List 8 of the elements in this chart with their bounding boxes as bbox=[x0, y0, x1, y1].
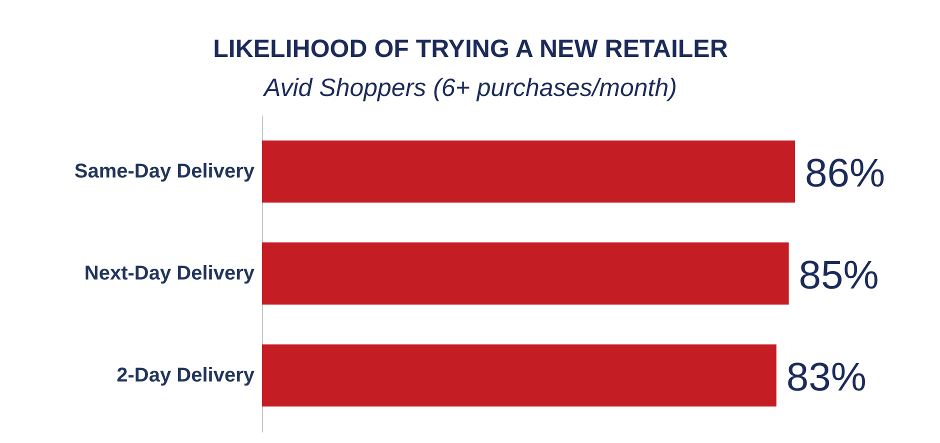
y-tick-label: Next-Day Delivery bbox=[84, 262, 256, 284]
chart-subtitle: Avid Shoppers (6+ purchases/month) bbox=[262, 74, 677, 102]
data-label: 83% bbox=[786, 355, 866, 400]
y-tick-label: Same-Day Delivery bbox=[74, 160, 256, 183]
data-label: 86% bbox=[805, 152, 886, 196]
chart-title: LIKELIHOOD OF TRYING A NEW RETAILER bbox=[213, 35, 728, 63]
data-label: 85% bbox=[798, 254, 879, 298]
y-tick-label: 2-Day Delivery bbox=[116, 364, 256, 386]
